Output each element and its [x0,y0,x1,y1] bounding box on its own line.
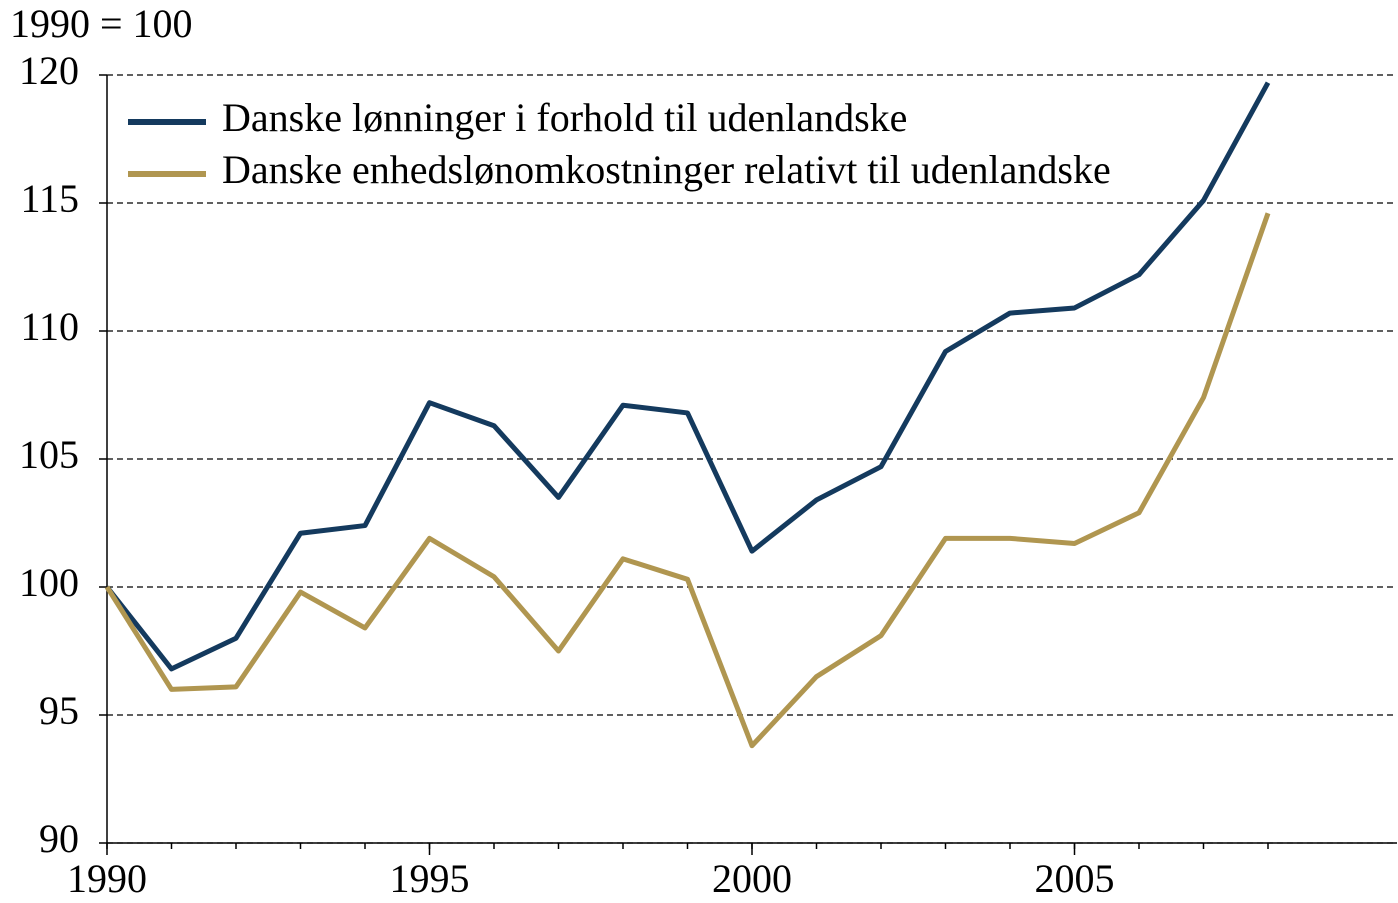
x-tick-label: 2000 [712,856,792,901]
x-tick-label: 2005 [1035,856,1115,901]
legend-label: Danske enhedslønomkostninger relativt ti… [222,147,1111,192]
unit-label: 1990 = 100 [10,1,193,46]
y-tick-label: 115 [20,176,79,221]
x-tick-label: 1995 [390,856,470,901]
y-tick-label: 95 [39,688,79,733]
series-line [105,81,1271,672]
series-line [104,212,1271,749]
y-tick-label: 105 [19,432,79,477]
legend-label: Danske lønninger i forhold til udenlands… [222,95,907,140]
y-tick-label: 90 [39,816,79,861]
y-tick-label: 100 [19,560,79,605]
y-tick-label: 110 [20,304,79,349]
x-tick-label: 1990 [67,856,147,901]
y-tick-label: 120 [19,48,79,93]
